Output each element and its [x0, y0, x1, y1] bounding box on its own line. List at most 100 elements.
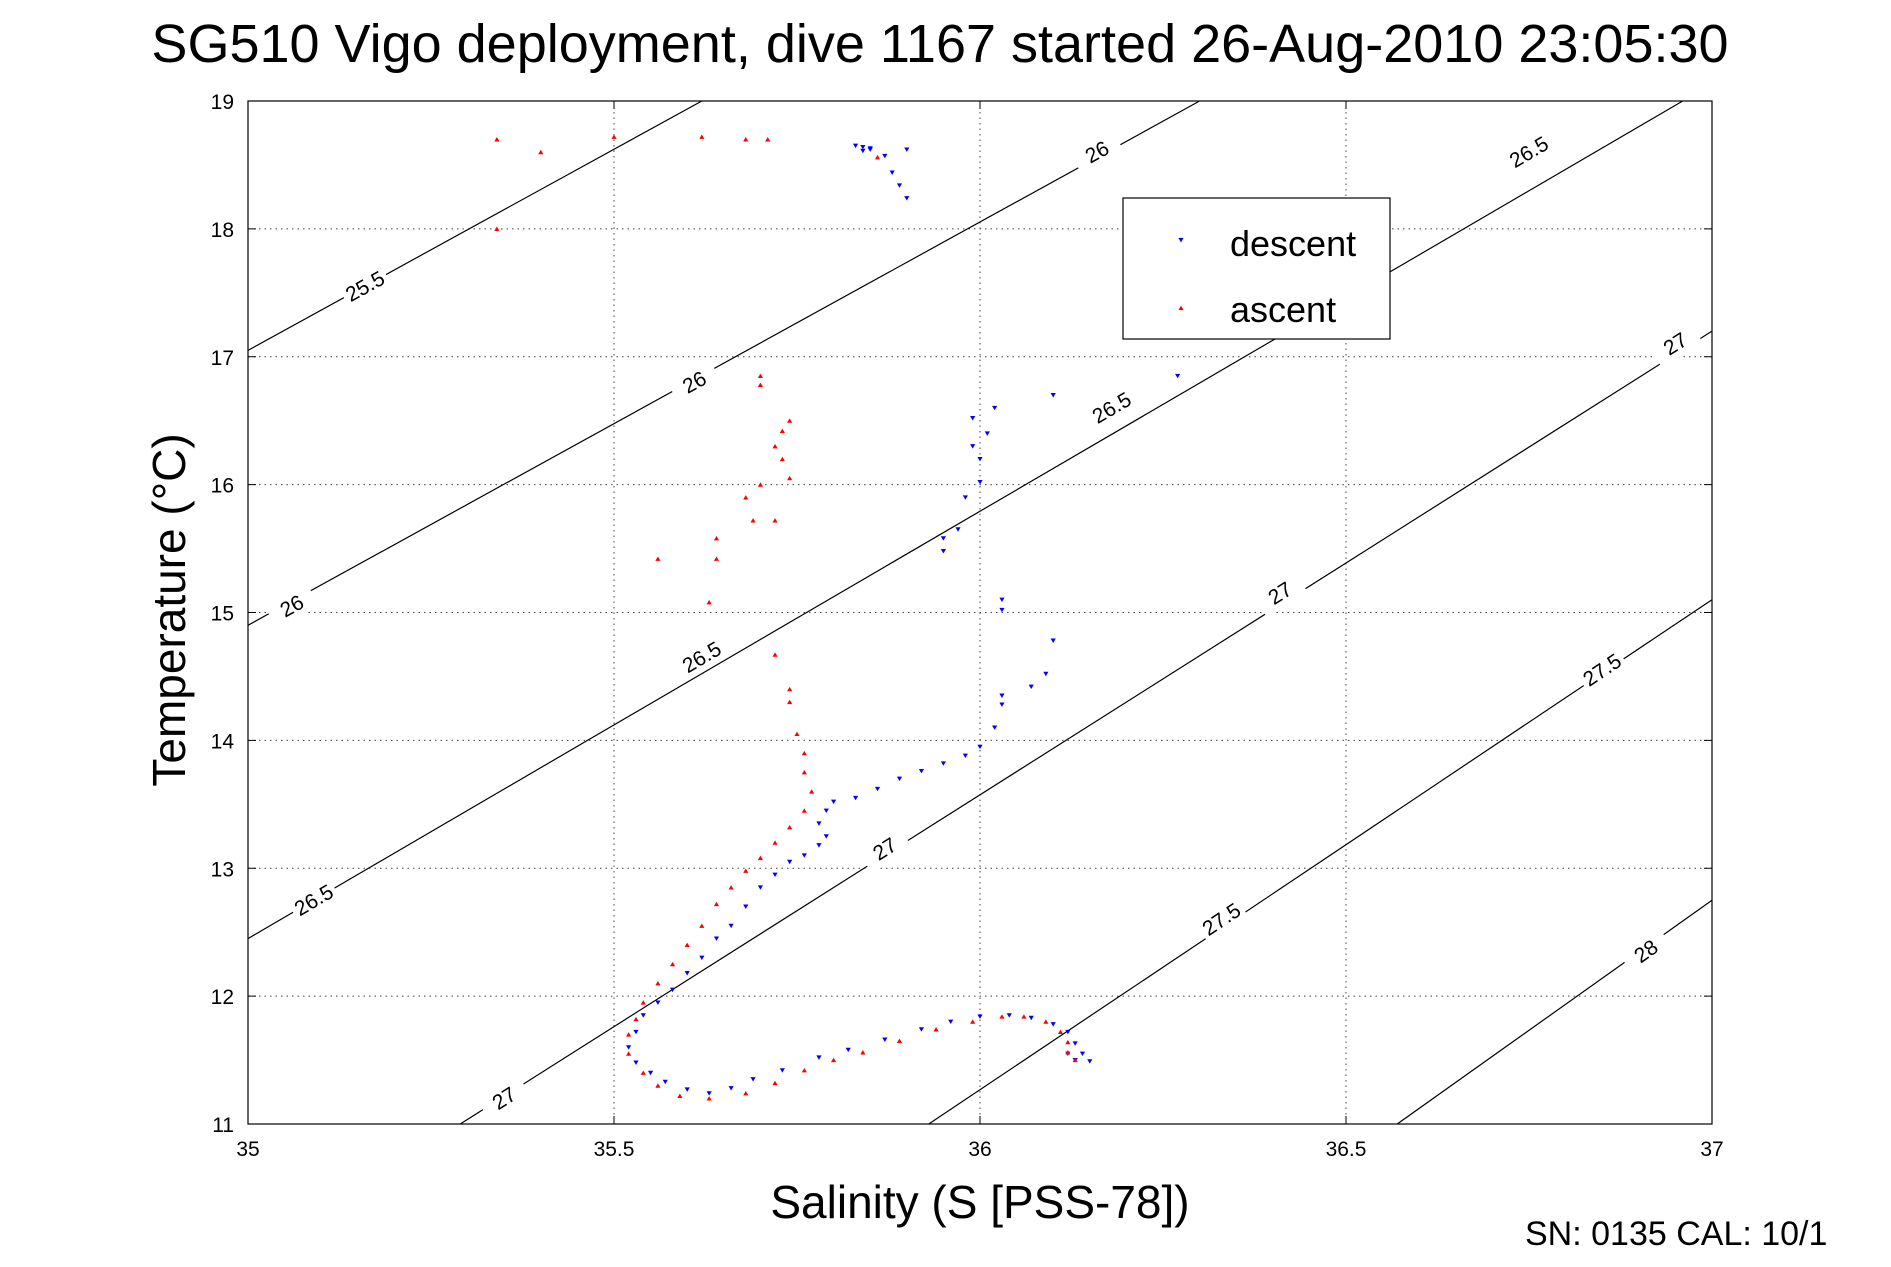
descent-point [713, 936, 720, 941]
isopycnal-label: 27 [476, 1074, 532, 1123]
y-tick-label: 15 [211, 603, 234, 626]
descent-point [977, 456, 983, 462]
descent-point [882, 1037, 888, 1042]
ascent-point [743, 137, 749, 142]
ascent-point [713, 535, 720, 541]
ascent-point [626, 1051, 632, 1056]
descent-point [860, 148, 866, 154]
descent-point [669, 987, 676, 993]
ascent-point [669, 961, 676, 967]
descent-point [750, 1077, 756, 1082]
descent-point [860, 144, 866, 150]
descent-point [816, 1055, 822, 1060]
descent-point [1050, 638, 1056, 643]
descent-point [1079, 1051, 1086, 1057]
legend-ascent-symbol [1178, 305, 1184, 311]
descent-point [867, 147, 873, 152]
footer-calibration-text: SN: 0135 CAL: 10/1 [1525, 1215, 1827, 1253]
descent-point [999, 693, 1005, 698]
descent-point [918, 768, 925, 774]
isopycnal-label: 27.5 [1194, 895, 1249, 944]
descent-point [699, 955, 705, 961]
isopycnal-label: 27 [1252, 569, 1308, 618]
ascent-point [713, 901, 720, 907]
ascent-point [801, 770, 807, 775]
descent-point [1065, 1029, 1071, 1035]
descent-point [904, 147, 910, 152]
y-tick-label: 12 [211, 986, 234, 1009]
isopycnal-line [247, 100, 1684, 940]
ascent-point [933, 1027, 939, 1032]
ascent-point [787, 686, 793, 692]
descent-point [896, 183, 903, 188]
descent-point [1175, 373, 1181, 379]
isopycnal-line [247, 100, 703, 351]
descent-point [948, 1019, 954, 1025]
isopycnal-line [1396, 899, 1713, 1125]
descent-point [1087, 1059, 1093, 1064]
descent-point [684, 1087, 690, 1092]
ascent-point [640, 1070, 646, 1075]
isopycnal-label-bg [674, 633, 730, 681]
isopycnal-label-bg [1619, 926, 1674, 976]
ascent-point [626, 1032, 632, 1037]
isopycnal-label-bg [1069, 129, 1125, 176]
isopycnal-label-bg [1648, 320, 1703, 368]
descent-point [662, 1079, 668, 1085]
descent-point [940, 761, 946, 766]
ascent-point [1057, 1029, 1064, 1035]
ascent-point [706, 599, 712, 605]
ascent-point [787, 475, 793, 481]
isopycnal-label-bg [1252, 569, 1308, 618]
descent-point [955, 527, 961, 532]
descent-point [801, 853, 807, 858]
isopycnal-label: 27.5 [1575, 645, 1630, 695]
ascent-point [970, 1019, 976, 1024]
ascent-point [1072, 1057, 1078, 1063]
ascent-point [794, 731, 800, 737]
descent-point [940, 536, 946, 541]
x-axis-label: Salinity (S [PSS-78]) [770, 1176, 1189, 1228]
descent-point [757, 885, 763, 890]
descent-point [633, 1060, 639, 1065]
descent-point [779, 1068, 785, 1073]
x-tick-label: 35.5 [594, 1138, 635, 1161]
legend-box [1122, 197, 1391, 340]
descent-point [1028, 684, 1034, 690]
descent-point [1028, 1015, 1034, 1021]
ascent-point [787, 824, 793, 830]
descent-point [992, 725, 998, 730]
legend-ascent-label: ascent [1230, 289, 1336, 330]
descent-point [940, 549, 946, 554]
ascent-point [494, 137, 500, 142]
descent-point [874, 786, 881, 792]
ascent-point [874, 154, 881, 160]
ascent-point [743, 1090, 749, 1096]
descent-point [633, 1029, 639, 1035]
descent-point [977, 744, 983, 750]
descent-point [977, 1014, 983, 1019]
isopycnal-label: 26.5 [1501, 128, 1557, 176]
isopycnal-label-bg [1501, 128, 1557, 176]
isopycnal-label: 25.5 [337, 263, 393, 310]
x-tick-label: 37 [1700, 1138, 1723, 1161]
isopycnal-label: 26.5 [1084, 384, 1140, 432]
descent-series [626, 143, 1181, 1096]
isopycnal-label: 27 [1648, 320, 1703, 368]
descent-point [655, 1000, 661, 1005]
isopycnal-label-bg [1575, 645, 1630, 695]
ascent-point [801, 808, 807, 813]
ascent-point [706, 1096, 712, 1101]
ascent-point [787, 699, 793, 705]
ascent-point [860, 1050, 866, 1055]
ascent-point [831, 1057, 837, 1063]
ascent-point [787, 418, 793, 423]
descent-point [816, 843, 822, 848]
isopycnal-label-bg [476, 1074, 532, 1123]
descent-point [684, 971, 690, 976]
descent-point [816, 821, 822, 826]
ascent-point [743, 868, 749, 873]
ascent-point [633, 1016, 639, 1022]
y-tick-label: 19 [211, 91, 234, 114]
isopycnal-line [247, 100, 1200, 626]
